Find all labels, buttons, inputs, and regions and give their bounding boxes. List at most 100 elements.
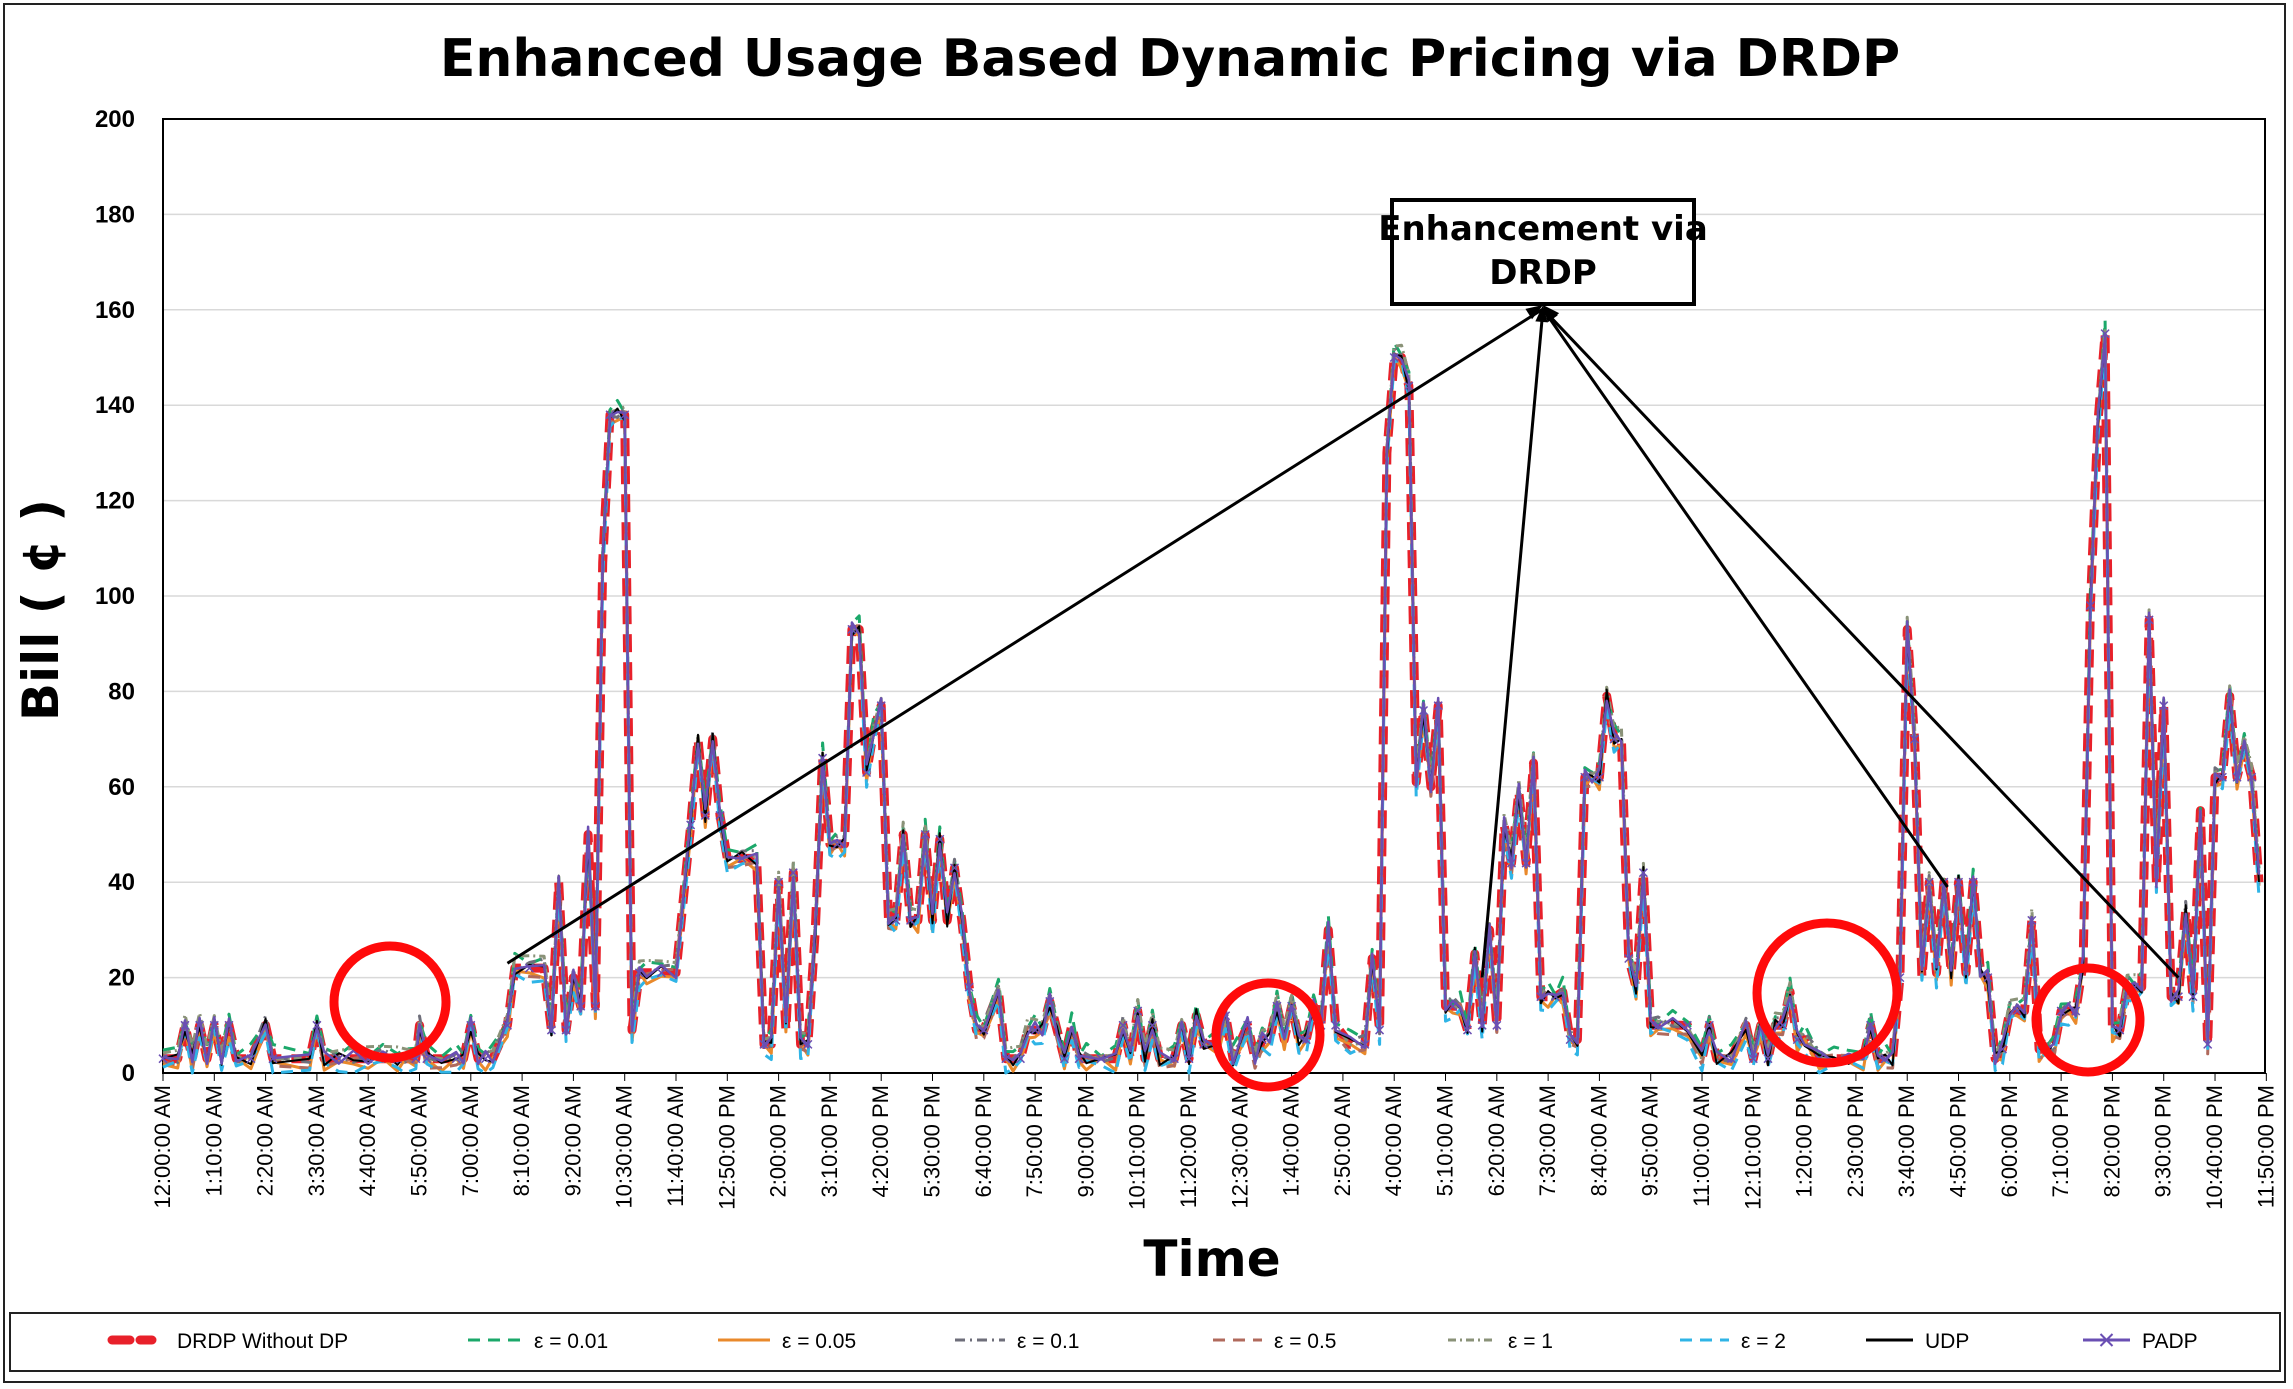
padp-marker: [788, 868, 798, 878]
padp-marker: [224, 1020, 234, 1030]
gridlines: [163, 213, 2265, 979]
x-tick-label: 11:20:00 PM: [1176, 1085, 1201, 1208]
padp-marker: [1624, 953, 1634, 964]
padp-marker: [1257, 1035, 1267, 1045]
padp-marker: [700, 810, 710, 820]
padp-marker: [715, 810, 725, 820]
padp-marker: [620, 410, 630, 420]
highlight-circles: [329, 918, 2145, 1092]
padp-marker: [1001, 1054, 1011, 1064]
padp-marker: [1404, 381, 1414, 391]
padp-marker: [1536, 992, 1546, 1002]
padp-marker: [1030, 1025, 1040, 1035]
padp-marker: [2085, 601, 2095, 611]
padp-marker: [1704, 1020, 1714, 1030]
x-tick-label: 4:50:00 PM: [1946, 1085, 1971, 1198]
legend-label: ε = 0.5: [1274, 1330, 1337, 1353]
x-tick-label: 7:10:00 PM: [2048, 1085, 2073, 1198]
annotation-arrow: [1541, 307, 2180, 979]
series-line: [162, 326, 2261, 1062]
x-tick-label: 3:40:00 PM: [1894, 1085, 1919, 1198]
padp-marker: [1997, 1044, 2008, 1054]
series-line: [162, 342, 2261, 1075]
legend: DRDP Without DP ε = 0.01 ε = 0.05 ε = 0.1 ε …: [107, 1330, 2198, 1353]
padp-marker: [2203, 1039, 2213, 1049]
y-tick-label: 160: [95, 297, 135, 324]
padp-marker: [451, 1054, 461, 1064]
padp-marker: [1096, 1054, 1106, 1064]
padp-marker: [1880, 1054, 1890, 1064]
arrow-head: [1525, 305, 1543, 320]
padp-marker: [949, 863, 960, 873]
padp-marker: [1521, 858, 1531, 868]
padp-marker: [1118, 1020, 1128, 1030]
padp-marker: [634, 968, 644, 978]
x-tick-label: 5:30:00 PM: [920, 1085, 945, 1198]
series-line: [162, 327, 2261, 1064]
x-tick-label: 1:10:00 AM: [201, 1085, 226, 1196]
padp-marker: [2232, 772, 2242, 782]
padp-marker: [737, 853, 747, 863]
annotation-line-2: DRDP: [1489, 253, 1597, 293]
legend-label: ε = 2: [1741, 1330, 1786, 1353]
padp-marker: [480, 1054, 490, 1064]
padp-marker: [209, 1020, 219, 1030]
padp-marker: [158, 1054, 168, 1064]
padp-marker: [2188, 992, 2198, 1002]
y-tick-label: 80: [108, 678, 135, 705]
padp-marker: [1866, 1020, 1876, 1030]
x-axis-label: Time: [1143, 1230, 1280, 1288]
x-tick-label: 4:20:00 PM: [868, 1085, 893, 1198]
series-line: [162, 334, 2261, 1066]
padp-marker: [590, 1001, 600, 1011]
padp-marker: [1389, 352, 1399, 363]
legend-label: PADP: [2142, 1330, 2198, 1353]
padp-marker: [905, 915, 916, 925]
padp-marker: [1133, 1006, 1143, 1016]
padp-marker: [1953, 877, 1964, 887]
padp-marker: [1147, 1020, 1157, 1030]
legend-box: [9, 1312, 2281, 1372]
padp-marker: [656, 968, 666, 978]
padp-marker: [2115, 1025, 2125, 1035]
padp-marker: [524, 963, 534, 973]
padp-marker: [246, 1054, 256, 1064]
x-tick-label: 4:00:00 AM: [1381, 1085, 1406, 1196]
padp-marker: [1653, 1020, 1663, 1030]
padp-marker: [1763, 1054, 1773, 1064]
x-tick-label: 11:00:00 AM: [1689, 1085, 1714, 1207]
padp-marker: [803, 1039, 813, 1049]
padp-marker: [1045, 996, 1055, 1006]
x-tick-label: 11:40:00 AM: [663, 1085, 688, 1207]
x-tick-label: 4:40:00 AM: [355, 1085, 380, 1196]
y-tick-label: 140: [95, 392, 135, 419]
padp-marker: [2144, 615, 2154, 625]
padp-marker: [1059, 1054, 1069, 1064]
padp-marker: [1682, 1020, 1692, 1030]
annotation-arrow: [1541, 308, 1949, 888]
padp-marker: [2056, 1006, 2066, 1016]
padp-marker: [964, 982, 974, 992]
x-tick-label: 5:50:00 AM: [407, 1085, 432, 1196]
series-line: [162, 334, 2261, 1073]
padp-marker: [876, 701, 886, 711]
padp-marker: [502, 1020, 512, 1030]
x-tick-label: 9:30:00 PM: [2151, 1085, 2176, 1198]
padp-marker: [1506, 858, 1517, 868]
series-line: [162, 334, 2261, 1070]
x-tick-label: 7:30:00 AM: [1535, 1085, 1560, 1196]
padp-marker: [1638, 868, 1648, 878]
padp-marker: [1360, 1039, 1370, 1049]
padp-marker: [1448, 1001, 1458, 1011]
padp-marker: [2071, 1006, 2081, 1016]
chart-frame: [3, 3, 2286, 1383]
padp-marker: [1331, 1020, 1341, 1030]
padp-marker: [268, 1054, 278, 1064]
padp-marker: [891, 915, 901, 925]
padp-marker: [832, 839, 842, 849]
x-tick-label: 10:30:00 AM: [612, 1085, 637, 1209]
x-tick-label: 10:40:00 PM: [2202, 1085, 2227, 1210]
y-tick-label: 180: [95, 201, 135, 228]
y-tick-label: 40: [108, 869, 135, 896]
